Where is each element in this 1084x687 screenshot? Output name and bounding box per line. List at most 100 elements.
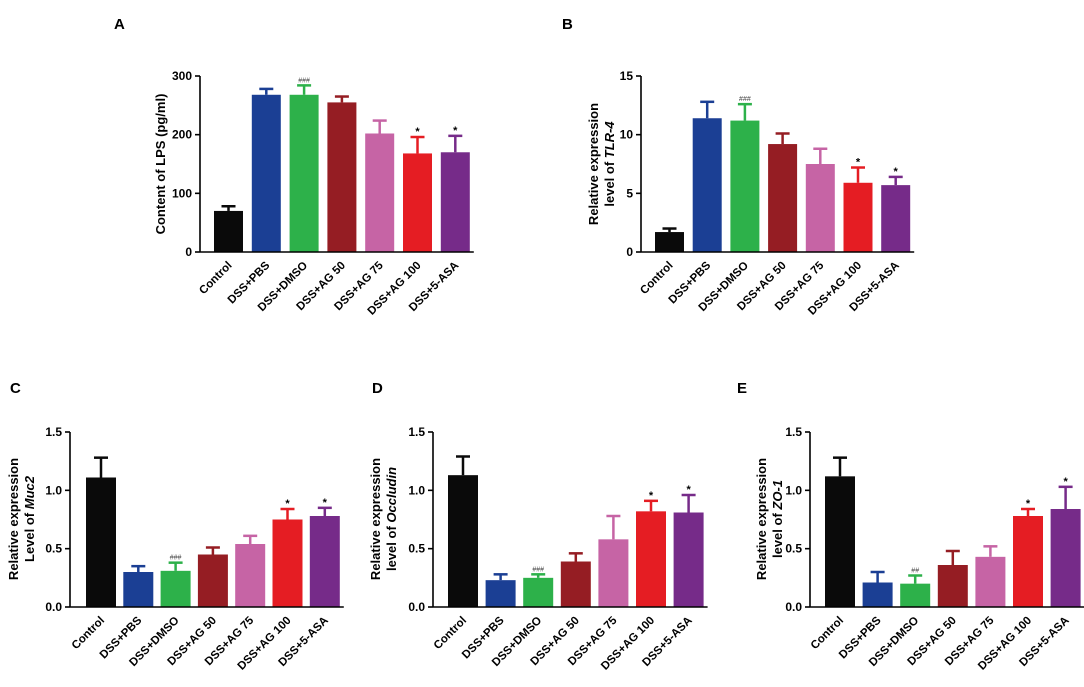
y-tick-label: 0.5 <box>785 542 802 556</box>
bar <box>768 144 798 252</box>
bar <box>403 153 432 252</box>
y-tick-label: 200 <box>172 128 192 142</box>
bar <box>900 583 931 607</box>
y-axis-title: Relative expressionlevel of ZO-1 <box>754 458 785 580</box>
significance-marker: ### <box>298 77 310 84</box>
y-tick-label: 0.5 <box>408 542 425 556</box>
bar <box>730 120 760 252</box>
y-tick-label: 100 <box>172 186 192 200</box>
significance-marker: * <box>856 157 861 169</box>
bar <box>123 572 154 607</box>
y-axis-title: Relative expressionlevel of TLR-4 <box>586 103 617 225</box>
y-axis-title-line2-prefix: level of <box>770 510 785 558</box>
bar <box>440 152 470 252</box>
y-axis-title-gene-name: Muc2 <box>22 475 37 509</box>
bar <box>881 185 911 252</box>
bar <box>1013 516 1043 607</box>
y-axis-title-line2-prefix: level of <box>384 523 399 571</box>
panel-label: B <box>562 16 573 33</box>
y-axis-title-line2-prefix: Level of <box>22 509 37 562</box>
x-category-label: Control <box>432 615 469 652</box>
bar <box>692 118 722 253</box>
significance-marker: * <box>686 484 691 496</box>
bar <box>1050 509 1081 607</box>
bar <box>251 94 281 252</box>
y-tick-label: 10 <box>620 128 634 142</box>
panel-label: D <box>372 380 383 397</box>
panel-c-muc2-chart: C 0.0 0.5 1.0 1.5 Relative expressionLevel of… <box>6 380 344 673</box>
bar <box>825 476 855 607</box>
y-tick-label: 1.0 <box>408 483 425 497</box>
y-tick-label: 1.0 <box>45 483 62 497</box>
bar <box>805 164 835 252</box>
y-tick-label: 1.5 <box>45 425 62 439</box>
y-tick-label: 1.5 <box>785 425 802 439</box>
significance-marker: ## <box>911 568 919 575</box>
y-tick-label: 0.0 <box>408 600 425 614</box>
significance-marker: * <box>1026 498 1031 510</box>
panel-b-tlr4-chart: B 0 5 10 15 Relative expressionlevel of TLR-4… <box>562 16 915 318</box>
y-axis-title-text: Content of LPS (pg/ml) <box>153 94 168 235</box>
bar <box>448 475 478 607</box>
bar <box>160 570 191 607</box>
significance-marker: * <box>415 126 420 138</box>
y-axis-title: Content of LPS (pg/ml) <box>153 94 168 235</box>
bar <box>560 561 591 607</box>
bar <box>289 94 319 252</box>
y-axis-title-gene-name: TLR-4 <box>602 121 617 159</box>
y-axis-title: Relative expressionlevel of Occludin <box>368 458 399 580</box>
y-axis-title-line2-prefix: level of <box>602 158 617 206</box>
x-category-label: Control <box>197 260 234 297</box>
panel-label: A <box>114 16 125 33</box>
x-category-label: Control <box>70 615 107 652</box>
y-tick-label: 5 <box>626 186 633 200</box>
y-axis-title-gene-name: ZO-1 <box>770 480 785 511</box>
bar <box>598 539 629 607</box>
bar <box>862 582 893 607</box>
y-tick-label: 0.0 <box>45 600 62 614</box>
y-axis-title-line1: Relative expression <box>368 458 383 580</box>
y-axis-title-gene-name: Occludin <box>384 467 399 523</box>
significance-marker: ### <box>170 555 182 562</box>
x-category-label: Control <box>809 615 846 652</box>
significance-marker: * <box>649 490 654 502</box>
bar <box>197 554 228 607</box>
bar <box>327 102 357 253</box>
panel-d-occludin-chart: D 0.0 0.5 1.0 1.5 Relative expressionlevel of… <box>368 380 708 673</box>
bar <box>843 182 873 252</box>
y-tick-label: 0 <box>626 245 633 259</box>
bar <box>485 580 516 607</box>
bar <box>937 565 968 607</box>
panel-e-zo1-chart: E 0.0 0.5 1.0 1.5 Relative expressionlevel of… <box>737 380 1084 673</box>
significance-marker: * <box>894 166 899 178</box>
panel-label: C <box>10 380 21 397</box>
y-tick-label: 1.0 <box>785 483 802 497</box>
bar <box>975 556 1006 607</box>
bar <box>235 544 266 607</box>
bar <box>655 232 684 252</box>
y-tick-label: 1.5 <box>408 425 425 439</box>
significance-marker: ### <box>532 566 544 573</box>
significance-marker: * <box>453 125 458 137</box>
y-tick-label: 0.0 <box>785 600 802 614</box>
significance-marker: * <box>323 497 328 509</box>
y-axis-title: Relative expressionLevel of Muc2 <box>6 458 37 580</box>
y-tick-label: 0 <box>185 245 192 259</box>
y-axis-title-line1: Relative expression <box>586 103 601 225</box>
x-category-label: Control <box>638 260 675 297</box>
bar <box>636 511 666 607</box>
significance-marker: * <box>285 498 290 510</box>
y-tick-label: 15 <box>620 69 634 83</box>
bar <box>86 477 116 607</box>
bar <box>523 577 554 607</box>
bar <box>365 133 395 252</box>
bar <box>214 210 243 252</box>
bar <box>309 516 340 607</box>
bar <box>673 512 704 607</box>
y-tick-label: 0.5 <box>45 542 62 556</box>
significance-marker: * <box>1063 476 1068 488</box>
panel-a-lps-chart: A 0 100 200 300 Content of LPS (pg/ml) Control… <box>114 16 474 318</box>
y-axis-title-line1: Relative expression <box>6 458 21 580</box>
y-axis-title-line1: Relative expression <box>754 458 769 580</box>
